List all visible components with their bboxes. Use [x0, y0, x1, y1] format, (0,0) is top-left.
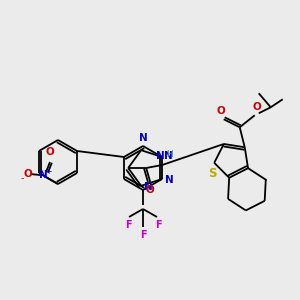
Text: F: F	[140, 230, 146, 240]
Text: -: -	[20, 173, 24, 183]
Text: N: N	[39, 170, 47, 180]
Text: N: N	[156, 151, 165, 161]
Text: N: N	[164, 151, 173, 161]
Text: H: H	[166, 150, 173, 159]
Text: N: N	[165, 175, 174, 185]
Text: O: O	[46, 147, 54, 157]
Text: O: O	[146, 185, 154, 195]
Text: O: O	[252, 102, 261, 112]
Text: F: F	[125, 220, 131, 230]
Text: F: F	[155, 220, 161, 230]
Text: N: N	[144, 182, 153, 192]
Text: O: O	[216, 106, 225, 116]
Text: N: N	[139, 133, 147, 143]
Text: +: +	[45, 167, 51, 176]
Text: S: S	[208, 167, 217, 180]
Text: O: O	[24, 169, 32, 179]
